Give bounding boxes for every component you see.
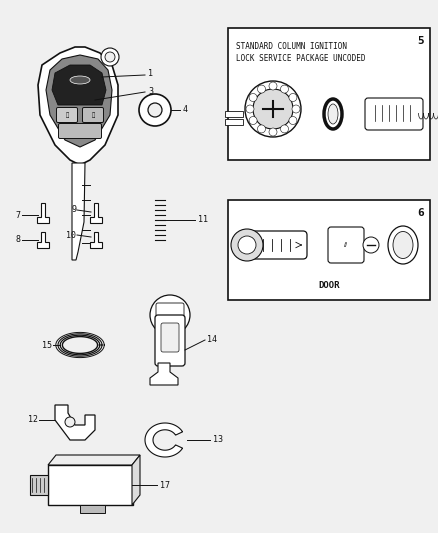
Text: 17: 17 bbox=[160, 481, 170, 489]
Bar bbox=[228, 200, 430, 300]
Circle shape bbox=[139, 94, 171, 126]
Circle shape bbox=[249, 117, 257, 125]
Text: 13: 13 bbox=[213, 435, 223, 445]
Ellipse shape bbox=[393, 231, 413, 259]
Text: 4: 4 bbox=[183, 106, 188, 115]
Circle shape bbox=[231, 229, 263, 261]
Text: 🔓: 🔓 bbox=[92, 112, 95, 118]
Text: 7: 7 bbox=[15, 211, 20, 220]
Circle shape bbox=[289, 93, 297, 101]
Text: 9: 9 bbox=[71, 206, 76, 214]
Circle shape bbox=[246, 105, 254, 113]
Polygon shape bbox=[37, 232, 49, 248]
Polygon shape bbox=[55, 405, 95, 440]
Circle shape bbox=[238, 236, 256, 254]
Polygon shape bbox=[145, 423, 183, 457]
Bar bbox=[48, 465, 133, 505]
Circle shape bbox=[253, 89, 293, 129]
Text: 8: 8 bbox=[15, 236, 20, 245]
Circle shape bbox=[65, 417, 75, 427]
Circle shape bbox=[269, 128, 277, 136]
Circle shape bbox=[289, 117, 297, 125]
FancyBboxPatch shape bbox=[328, 227, 364, 263]
Circle shape bbox=[258, 125, 265, 133]
Bar bbox=[228, 28, 430, 160]
Text: 14: 14 bbox=[207, 335, 217, 343]
Ellipse shape bbox=[328, 104, 338, 124]
Polygon shape bbox=[72, 163, 85, 260]
Bar bbox=[225, 111, 243, 117]
Polygon shape bbox=[48, 455, 140, 465]
Polygon shape bbox=[90, 232, 102, 248]
Text: 12: 12 bbox=[28, 416, 38, 424]
FancyBboxPatch shape bbox=[57, 108, 78, 123]
FancyBboxPatch shape bbox=[156, 303, 184, 322]
Text: 5: 5 bbox=[417, 36, 424, 46]
Bar bbox=[30, 475, 48, 495]
Ellipse shape bbox=[70, 76, 90, 84]
Text: 15: 15 bbox=[42, 341, 52, 350]
Circle shape bbox=[105, 52, 115, 62]
Circle shape bbox=[292, 105, 300, 113]
Text: 3: 3 bbox=[148, 86, 153, 95]
Circle shape bbox=[101, 48, 119, 66]
Ellipse shape bbox=[388, 226, 418, 264]
Polygon shape bbox=[150, 363, 178, 385]
Text: 10: 10 bbox=[66, 230, 76, 239]
Bar bbox=[80, 505, 105, 513]
FancyBboxPatch shape bbox=[155, 315, 185, 366]
Bar bbox=[225, 119, 243, 125]
Text: STANDARD COLUMN IGNITION: STANDARD COLUMN IGNITION bbox=[236, 42, 347, 51]
Circle shape bbox=[280, 85, 289, 93]
Circle shape bbox=[148, 103, 162, 117]
Polygon shape bbox=[46, 55, 112, 147]
Circle shape bbox=[150, 295, 190, 335]
Circle shape bbox=[245, 81, 301, 137]
Polygon shape bbox=[38, 47, 118, 165]
Circle shape bbox=[280, 125, 289, 133]
Polygon shape bbox=[132, 455, 140, 505]
FancyBboxPatch shape bbox=[365, 98, 423, 130]
Circle shape bbox=[249, 93, 257, 101]
Text: DOOR: DOOR bbox=[318, 281, 340, 290]
Ellipse shape bbox=[324, 99, 342, 129]
Text: 6: 6 bbox=[417, 208, 424, 218]
Polygon shape bbox=[90, 203, 102, 223]
FancyBboxPatch shape bbox=[82, 108, 103, 123]
FancyBboxPatch shape bbox=[161, 323, 179, 352]
Circle shape bbox=[269, 82, 277, 90]
Text: ii: ii bbox=[344, 242, 348, 248]
Polygon shape bbox=[37, 203, 49, 223]
FancyBboxPatch shape bbox=[59, 124, 102, 139]
Circle shape bbox=[258, 85, 265, 93]
Polygon shape bbox=[52, 65, 106, 105]
Text: 11: 11 bbox=[198, 215, 208, 224]
FancyBboxPatch shape bbox=[239, 231, 307, 259]
Text: 🔒: 🔒 bbox=[65, 112, 69, 118]
Text: 1: 1 bbox=[148, 69, 153, 78]
Text: LOCK SERVICE PACKAGE UNCODED: LOCK SERVICE PACKAGE UNCODED bbox=[236, 54, 365, 63]
Circle shape bbox=[363, 237, 379, 253]
